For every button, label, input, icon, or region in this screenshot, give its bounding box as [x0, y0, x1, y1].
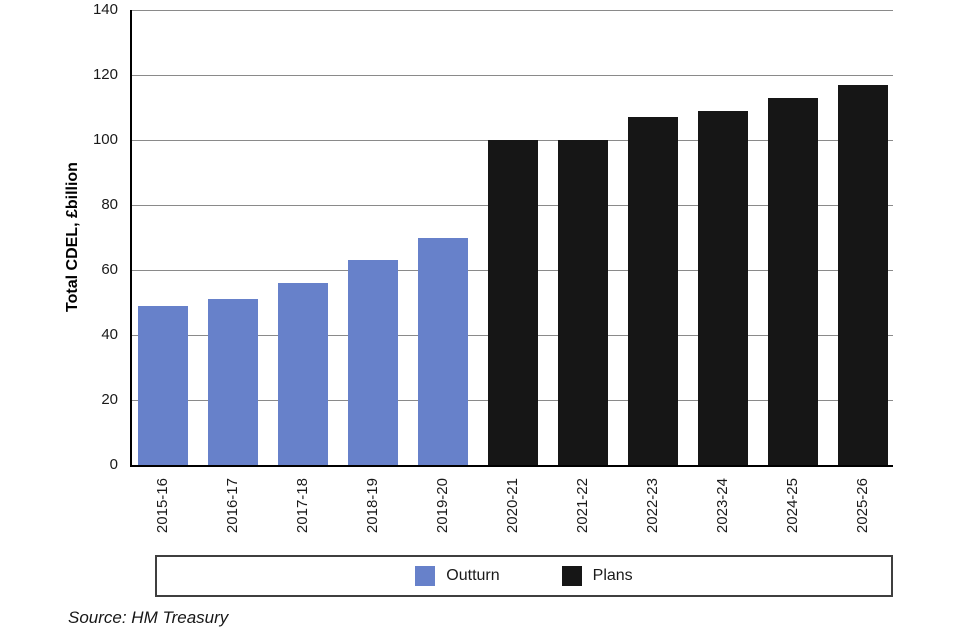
bar-2015-16 [138, 305, 188, 465]
bar-2020-21 [488, 140, 538, 465]
outturn-legend-label: Outturn [446, 567, 500, 584]
y-tick-label-60: 60 [101, 261, 118, 278]
x-tick-label-2015-16: 2015-16 [154, 478, 171, 534]
y-tick-label-0: 0 [109, 456, 118, 473]
x-tick-label-2018-19: 2018-19 [364, 478, 381, 534]
bar-2019-20 [418, 237, 468, 465]
bar-2018-19 [348, 260, 398, 465]
x-tick-label-2019-20: 2019-20 [434, 478, 451, 534]
legend-box: Outturn Plans [155, 555, 893, 597]
y-tick-label-80: 80 [101, 196, 118, 213]
source-note: Source: HM Treasury [68, 608, 229, 627]
bar-2025-26 [838, 84, 888, 465]
plans-legend-label: Plans [592, 567, 633, 584]
plans-swatch-icon [561, 566, 582, 586]
y-tick-label-100: 100 [92, 131, 118, 148]
bar-2017-18 [278, 283, 328, 465]
plot-area [130, 10, 893, 467]
x-tick-label-2017-18: 2017-18 [294, 478, 311, 534]
y-tick-label-20: 20 [101, 391, 118, 408]
bar-2016-17 [208, 299, 258, 465]
x-tick-label-2020-21: 2020-21 [504, 478, 521, 534]
y-tick-label-40: 40 [101, 326, 118, 343]
x-tick-label-2023-24: 2023-24 [714, 478, 731, 534]
gridline-140 [132, 10, 893, 11]
bar-2023-24 [698, 110, 748, 465]
bar-2021-22 [558, 140, 608, 465]
y-tick-label-140: 140 [92, 1, 118, 18]
bars-layer [132, 10, 893, 465]
gridline-120 [132, 75, 893, 76]
outturn-swatch-icon [415, 566, 436, 586]
x-axis-tick-labels: 2015-16 2016-17 2017-18 2018-19 2019-20 2020-… [132, 478, 893, 548]
y-tick-label-120: 120 [92, 66, 118, 83]
x-tick-label-2022-23: 2022-23 [644, 478, 661, 534]
bar-2022-23 [628, 117, 678, 465]
bar-2024-25 [768, 97, 818, 465]
x-tick-label-2021-22: 2021-22 [574, 478, 591, 534]
x-tick-label-2025-26: 2025-26 [854, 478, 871, 534]
x-tick-label-2024-25: 2024-25 [784, 478, 801, 534]
y-axis-tick-labels: 0 20 40 60 80 100 120 140 [0, 0, 118, 480]
x-tick-label-2016-17: 2016-17 [224, 478, 241, 534]
legend-item-outturn: Outturn [415, 566, 500, 586]
legend-item-plans: Plans [561, 566, 633, 586]
